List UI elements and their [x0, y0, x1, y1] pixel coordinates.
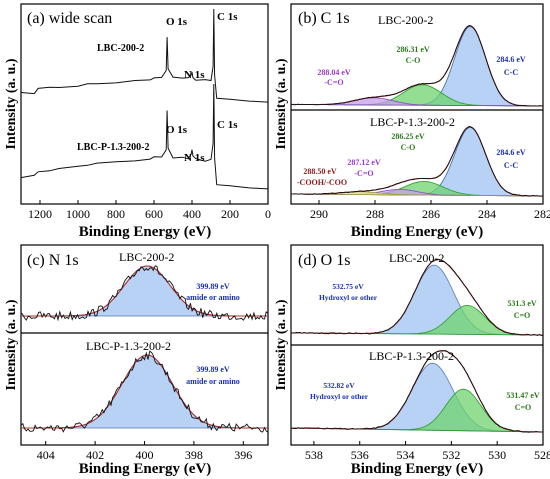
fit-envelope-2 — [21, 354, 268, 429]
panel-a-tick-label: 0 — [265, 207, 271, 221]
panel-b-tick-label: 286 — [422, 207, 440, 221]
panel-c-ylabel: Intensity (a. u.) — [4, 299, 19, 390]
panel-c-sample-1: LBC-200-2 — [119, 250, 174, 264]
panel-a-tick-label: 400 — [183, 207, 201, 221]
panel-a-sample-2: LBC-P-1.3-200-2 — [77, 142, 150, 153]
b1-cc-value: 284.6 eV — [496, 55, 526, 64]
panel-a-tick-label: 1000 — [66, 207, 90, 221]
panel-b-tick-label: 290 — [310, 207, 328, 221]
raw-spectrum-2 — [20, 350, 269, 433]
d2-oh-name: Hydroxyl or other — [310, 392, 369, 401]
panel-d-tick-label: 530 — [488, 448, 506, 462]
raw-spectrum-1 — [290, 259, 544, 336]
panel-d-sample-1: LBC-200-2 — [389, 251, 444, 265]
peak-label-o1s-bottom: O 1s — [166, 124, 188, 136]
panel-c-sample-2: LBC-P-1.3-200-2 — [86, 339, 171, 353]
fit-component-2-1 — [21, 354, 268, 429]
b2-cooh-value: 288.50 eV — [303, 167, 337, 176]
d1-co-value: 531.3 eV — [507, 299, 537, 308]
panel-a-tick-label: 1200 — [28, 207, 52, 221]
panel-d-tick-label: 536 — [351, 448, 369, 462]
b1-co-name: C-O — [406, 56, 421, 65]
panel-b-ylabel: Intensity (a. u.) — [274, 58, 289, 149]
b2-co-name: C-O — [401, 143, 416, 152]
b1-cdo-value: 288.04 eV — [317, 68, 351, 77]
b2-cc-value: 284.6 eV — [496, 148, 526, 157]
panel-a-sample-1: LBC-200-2 — [97, 43, 144, 54]
d1-co-name: C=O — [514, 311, 531, 320]
panel-c-tick-label: 404 — [37, 448, 55, 462]
panel-c-tick-label: 400 — [136, 448, 154, 462]
b2-cdo-value: 287.12 eV — [347, 158, 381, 167]
raw-spectrum-2 — [290, 125, 544, 197]
panel-a-tick-label: 600 — [145, 207, 163, 221]
peak-label-o1s-top: O 1s — [166, 16, 188, 28]
panel-b-title: (b) C 1s — [298, 10, 350, 27]
panel-b-tick-label: 284 — [478, 207, 496, 221]
panel-b-xlabel: Binding Energy (eV) — [351, 224, 484, 240]
survey-spectrum-2 — [20, 83, 269, 190]
panel-a-title: (a) wide scan — [27, 10, 112, 27]
raw-spectrum-1 — [20, 265, 269, 322]
d1-oh-value: 532.75 eV — [332, 282, 364, 291]
panel-d-ylabel: Intensity (a. u.) — [274, 299, 289, 390]
panel-a-tick-label: 200 — [221, 207, 239, 221]
panel-a-frame — [20, 3, 269, 205]
d2-co-name: C=O — [515, 403, 532, 412]
b2-co-value: 286.25 eV — [391, 132, 425, 141]
c1-name: amide or amino — [186, 293, 240, 302]
panel-a-plot — [20, 8, 269, 190]
panel-c-tick-label: 396 — [234, 448, 252, 462]
panel-d-tick-label: 538 — [305, 448, 323, 462]
c2-name: amide or amino — [186, 377, 240, 386]
panel-d-tick-label: 528 — [534, 448, 550, 462]
panel-d-title: (d) O 1s — [298, 252, 350, 269]
panel-c-title: (c) N 1s — [27, 252, 79, 269]
fit-component-1-1 — [21, 265, 268, 317]
survey-spectrum-1 — [20, 8, 269, 103]
b2-cc-name: C-C — [504, 161, 518, 170]
panel-a-tick-label: 800 — [107, 207, 125, 221]
panel-c-tick-label: 398 — [185, 448, 203, 462]
peak-label-n1s-bottom: N 1s — [184, 152, 205, 164]
peak-label-c1s-bottom: C 1s — [217, 119, 238, 131]
d2-oh-value: 532.82 eV — [323, 381, 355, 390]
b2-cooh-name: -COOH/-COO — [297, 178, 347, 187]
panel-b-sample-2: LBC-P-1.3-200-2 — [370, 115, 455, 129]
d1-oh-name: Hydroxyl or other — [319, 293, 378, 302]
c2-value: 399.89 eV — [196, 365, 230, 374]
peak-label-n1s-top: N 1s — [184, 69, 205, 81]
panel-d-plot — [290, 258, 544, 433]
fit-envelope-1 — [21, 265, 268, 317]
d2-co-value: 531.47 eV — [506, 391, 540, 400]
raw-spectrum-1 — [290, 25, 544, 107]
raw-spectrum-2 — [290, 350, 543, 433]
b1-co-value: 286.31 eV — [396, 45, 430, 54]
panel-d-sample-2: LBC-P-1.3-200-2 — [369, 349, 454, 363]
panel-b-plot — [290, 25, 544, 197]
panel-c-xlabel: Binding Energy (eV) — [79, 461, 212, 477]
c1-value: 399.89 eV — [196, 282, 230, 291]
panel-a-xlabel: Binding Energy (eV) — [79, 224, 212, 240]
b1-cc-name: C-C — [504, 68, 518, 77]
axis-ticks: 1200 1000 800 600 400 200 0 290 288 286 284 282 404 4… — [28, 200, 550, 462]
panel-b-tick-label: 288 — [366, 207, 384, 221]
peak-label-c1s-top: C 1s — [217, 11, 238, 23]
b2-cdo-name: -C=O — [354, 169, 373, 178]
panel-d-tick-label: 532 — [442, 448, 460, 462]
panel-c-tick-label: 402 — [86, 448, 104, 462]
panel-c-plot — [20, 265, 269, 433]
panel-b-sample-1: LBC-200-2 — [378, 13, 433, 27]
panel-b-tick-label: 282 — [534, 207, 550, 221]
panel-d-xlabel: Binding Energy (eV) — [351, 461, 484, 477]
panel-d-tick-label: 534 — [397, 448, 415, 462]
panel-a-ylabel: Intensity (a. u.) — [4, 58, 19, 149]
b1-cdo-name: -C=O — [324, 78, 343, 87]
